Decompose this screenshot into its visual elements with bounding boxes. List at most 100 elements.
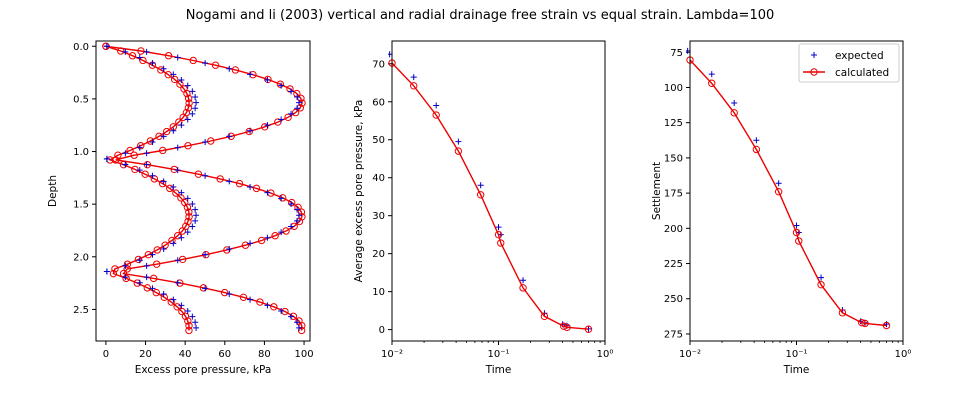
y-tick-label: 0 [379,325,385,336]
data-point-calculated [792,228,801,237]
chart-panel-2: 10⁻² 10⁻¹ 10⁰ 0 10 20 30 40 50 60 70 Time Average ex… [353,40,613,376]
data-point-expected [174,144,181,151]
x-axis-label: Excess pore pressure, kPa [135,364,272,376]
data-point-expected [247,127,254,134]
series-expected [686,47,890,328]
data-point-calculated [184,317,192,325]
data-point-calculated [476,191,485,199]
data-point-calculated [131,165,139,174]
data-point-calculated [184,104,193,112]
data-point-calculated [276,80,285,88]
data-point-expected [753,137,760,144]
data-point-calculated [189,56,197,65]
data-point-expected [226,178,233,185]
data-point-expected [202,172,209,179]
data-point-calculated [185,322,193,330]
data-point-expected [247,184,254,191]
data-point-expected [184,229,191,236]
data-point-calculated [153,246,161,254]
data-point-expected [193,324,200,331]
data-point-expected [122,274,129,281]
plot-frame [391,40,606,342]
data-point-calculated [774,188,783,196]
data-point-calculated [185,208,193,216]
data-point-calculated [497,239,505,247]
data-point-calculated [560,322,568,330]
data-point-calculated [185,99,193,107]
data-point-calculated [281,307,289,316]
data-point-expected [122,161,129,168]
data-point-calculated [207,137,215,145]
legend-label-calculated: calculated [835,67,889,79]
data-point-calculated [858,318,866,327]
data-point-calculated [294,203,302,212]
data-point-calculated [128,52,137,60]
data-point-calculated [130,151,138,159]
data-point-calculated [176,80,184,88]
data-point-calculated [109,269,118,278]
data-point-expected [184,116,191,123]
x-tick-label: 10⁻² [381,349,403,360]
plot-area [388,51,593,333]
data-point-expected [192,105,199,112]
data-point-expected [520,277,527,284]
data-point-expected [136,54,143,61]
data-point-expected [296,212,303,219]
data-point-expected [226,246,233,252]
data-point-calculated [432,111,440,119]
data-point-calculated [235,179,244,188]
data-point-expected [170,240,177,247]
data-point-expected [247,240,254,247]
data-point-expected [226,133,233,140]
data-point-expected [170,184,177,191]
data-point-expected [178,302,185,309]
data-point-calculated [173,303,181,311]
data-point-expected [170,127,177,134]
data-point-calculated [199,284,208,292]
data-point-expected [149,285,156,292]
data-point-expected [149,251,156,258]
data-point-calculated [519,284,527,292]
x-tick-label: 10⁻² [679,349,701,360]
y-tick-label: 60 [372,97,385,108]
data-point-expected [193,212,200,219]
data-point-expected [192,206,199,213]
data-point-expected [294,319,301,326]
data-point-calculated [158,179,167,188]
plot-frame [95,40,311,342]
data-point-calculated [220,288,229,297]
x-tick-label: 80 [258,349,271,360]
plot-area [686,47,891,330]
x-axis-label: Time [485,364,512,376]
data-point-calculated [257,236,266,245]
y-tick-label: 2.5 [73,305,89,316]
y-tick-label: 100 [664,83,683,94]
data-point-expected [184,195,191,202]
series-expected-upper [103,43,303,331]
data-point-expected [264,122,271,129]
x-tick-label: 100 [295,349,314,360]
data-point-expected [136,279,143,286]
data-point-calculated [184,217,192,226]
data-point-calculated [149,274,158,283]
data-point-calculated [239,293,248,302]
data-point-calculated [795,237,803,245]
data-point-expected [294,105,301,112]
data-point-expected [136,257,143,264]
data-point-calculated [252,184,261,193]
y-tick-label: 200 [664,224,683,235]
data-point-expected [818,274,825,281]
data-point-calculated [185,213,193,221]
data-point-calculated [752,145,761,154]
x-tick-label: 40 [179,349,192,360]
data-point-calculated [584,325,593,333]
data-point-calculated [178,227,187,235]
data-point-calculated [708,79,716,87]
series-line [105,45,190,331]
data-point-calculated [146,137,155,145]
data-point-expected [143,274,150,281]
y-tick-label: 175 [664,189,683,200]
data-point-calculated [838,309,847,317]
data-point-calculated [216,175,224,183]
